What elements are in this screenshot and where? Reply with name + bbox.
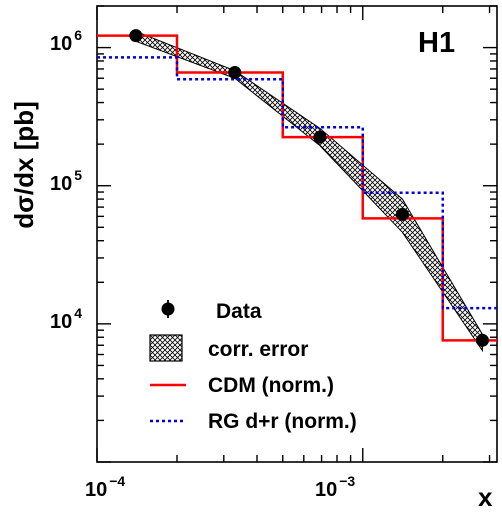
data-point — [475, 333, 489, 347]
histogram-layer — [97, 34, 497, 342]
experiment-label: H1 — [418, 27, 455, 59]
data-point — [129, 29, 143, 43]
data-point — [228, 66, 242, 80]
corr-error-band-layer — [135, 30, 483, 353]
y-tick-label-1e4: 10 4 — [50, 305, 82, 333]
legend-label-rg: RG d+r (norm.) — [208, 410, 357, 433]
legend-data-marker — [161, 300, 175, 318]
y-axis-label: dσ/dx [pb] — [9, 101, 39, 229]
plot-frame — [96, 5, 498, 463]
data-point — [395, 207, 409, 221]
y-tick-label-1e5: 10 5 — [50, 167, 82, 195]
x-tick-label-1e-4: 10 −4 — [85, 473, 125, 501]
rg-histogram — [97, 56, 497, 310]
legend-label-corr-error: corr. error — [208, 338, 308, 361]
legend: Data corr. error CDM (norm.) RG d+r (nor… — [149, 300, 357, 433]
legend-corr-error-swatch — [149, 334, 183, 362]
y-tick-label-1e6: 10 6 — [50, 27, 82, 55]
x-tick-label-1e-3: 10 −3 — [315, 473, 355, 501]
data-point — [313, 130, 327, 144]
legend-label-data: Data — [216, 300, 262, 323]
legend-label-cdm: CDM (norm.) — [208, 374, 334, 397]
axis-ticks — [96, 5, 497, 463]
x-axis-label: x — [478, 482, 493, 512]
data-points-layer — [129, 29, 489, 347]
corr-error-band — [135, 30, 483, 353]
cdm-histogram — [97, 34, 497, 342]
